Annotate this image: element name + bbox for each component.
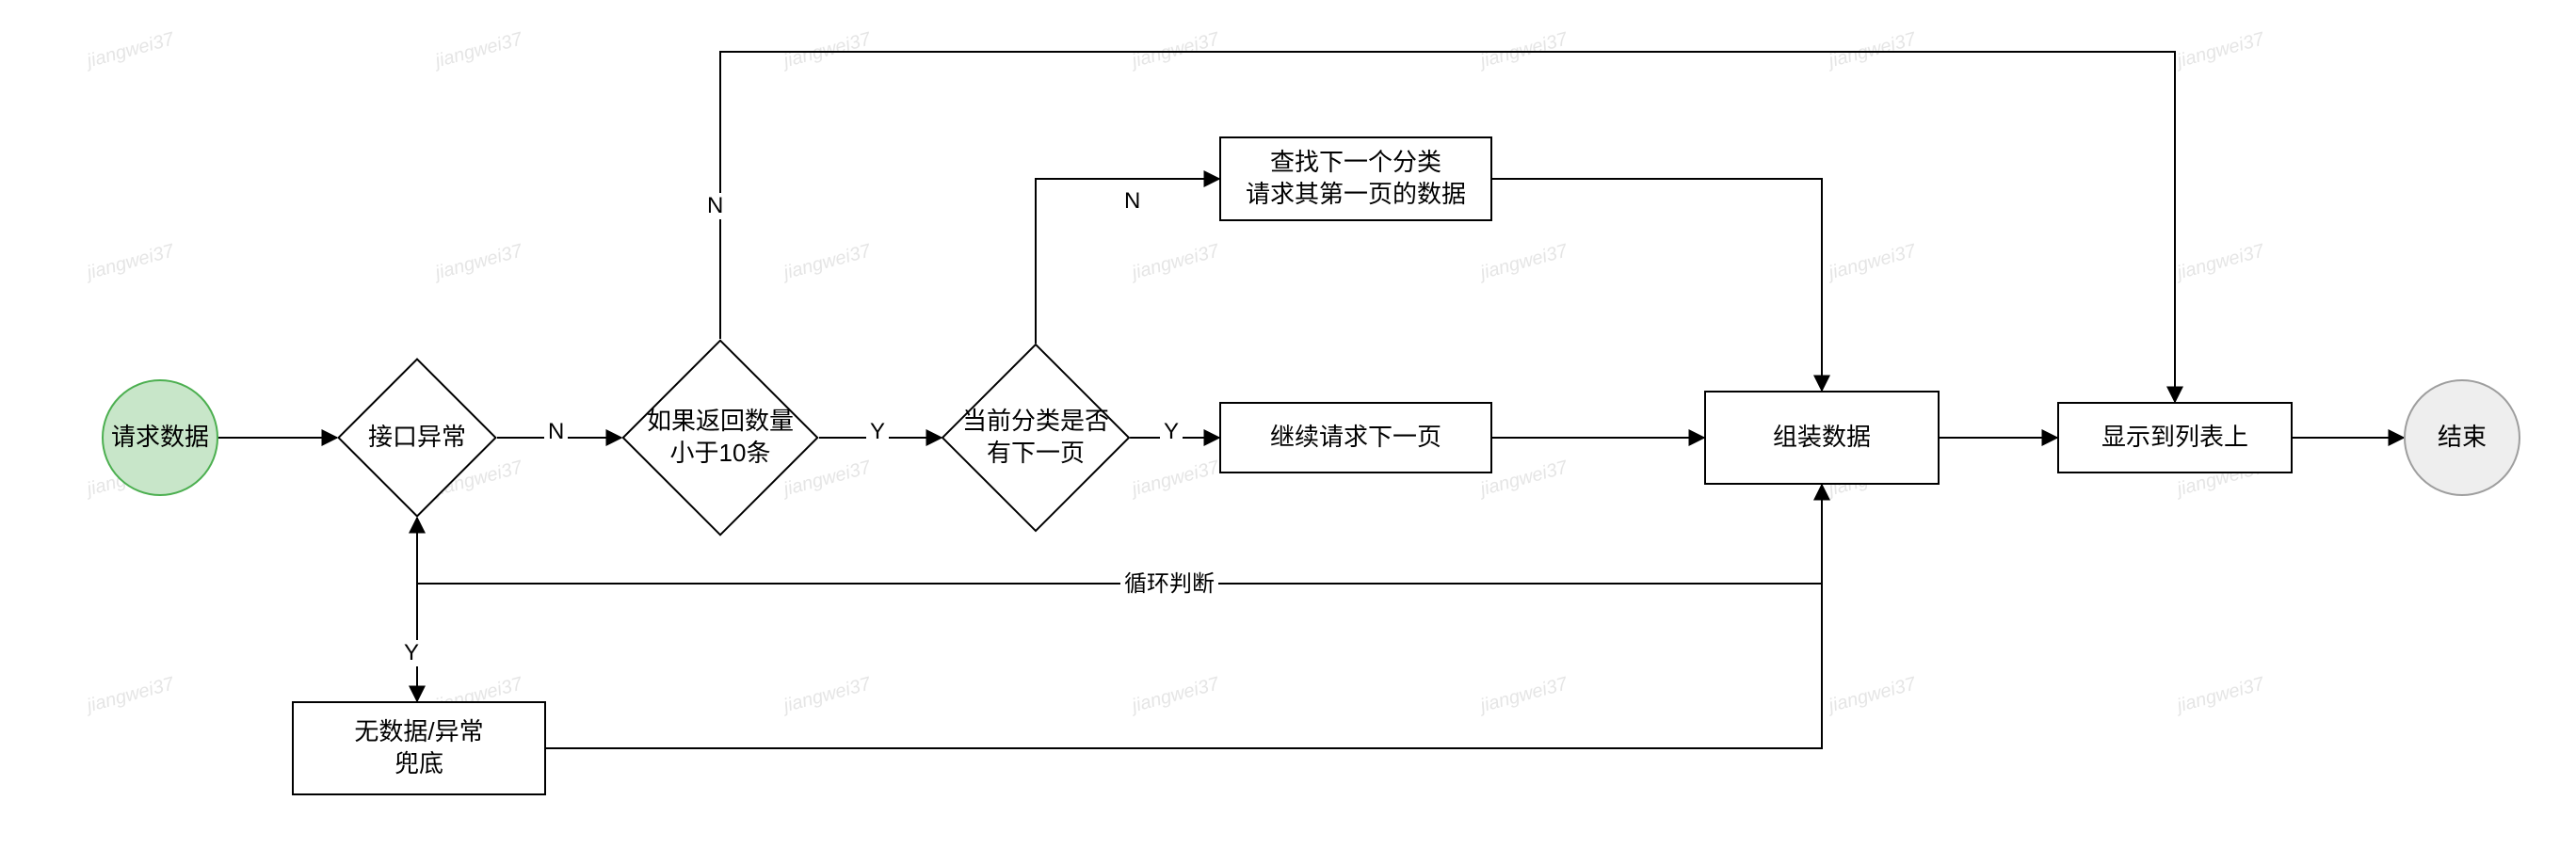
node-end-label: 结束 [2438,422,2487,454]
edge-label-e4: Y [1160,419,1183,445]
edge-label-e_d3_n_cat: N [1120,188,1144,215]
node-display-label: 显示到列表上 [2101,422,2248,454]
watermark-text: jiangwei37 [85,241,176,285]
watermark-text: jiangwei37 [433,29,524,73]
node-assemble: 组装数据 [1704,391,1940,485]
watermark-text: jiangwei37 [2175,241,2266,285]
edge-label-e2: N [544,419,568,445]
watermark-text: jiangwei37 [433,241,524,285]
node-fallback-label: 无数据/异常 兜底 [354,716,483,780]
edge-e_fallback_assemble [546,485,1822,748]
watermark-text: jiangwei37 [1130,674,1221,718]
edge-e_d2_n_display [720,52,2175,402]
watermark-text: jiangwei37 [1827,241,1918,285]
watermark-text: jiangwei37 [781,29,873,73]
edge-label-e_d2_n_display: N [703,193,727,219]
flowchart-canvas: jiangwei37 jiangwei37 jiangwei37 jiangwei37… [0,0,2576,849]
edge-label-e_d1_y: Y [400,640,423,666]
edge-label-e3: Y [866,419,889,445]
watermark-text: jiangwei37 [781,457,873,502]
node-display: 显示到列表上 [2057,402,2293,473]
node-next-category-label: 查找下一个分类 请求其第一页的数据 [1246,147,1466,211]
watermark-text: jiangwei37 [2175,674,2266,718]
watermark-text: jiangwei37 [2175,29,2266,73]
node-next-category: 查找下一个分类 请求其第一页的数据 [1219,136,1492,221]
node-end: 结束 [2404,379,2520,496]
node-next-page-label: 继续请求下一页 [1270,422,1441,454]
node-next-page: 继续请求下一页 [1219,402,1492,473]
watermark-text: jiangwei37 [781,674,873,718]
watermark-text: jiangwei37 [1827,674,1918,718]
watermark-text: jiangwei37 [1478,29,1570,73]
edge-e_cat_assemble [1492,179,1822,391]
watermark-text: jiangwei37 [85,674,176,718]
watermark-text: jiangwei37 [1130,457,1221,502]
edge-label-e_loop: 循环判断 [1120,565,1218,598]
watermark-text: jiangwei37 [1827,29,1918,73]
edge-e_loop [417,485,1822,584]
watermark-text: jiangwei37 [781,241,873,285]
watermark-text: jiangwei37 [85,29,176,73]
watermark-text: jiangwei37 [1130,241,1221,285]
node-start: 请求数据 [102,379,218,496]
watermark-text: jiangwei37 [1478,241,1570,285]
node-fallback: 无数据/异常 兜底 [292,701,546,795]
watermark-text: jiangwei37 [1130,29,1221,73]
node-start-label: 请求数据 [111,422,209,454]
node-assemble-label: 组装数据 [1773,422,1871,454]
watermark-text: jiangwei37 [1478,674,1570,718]
